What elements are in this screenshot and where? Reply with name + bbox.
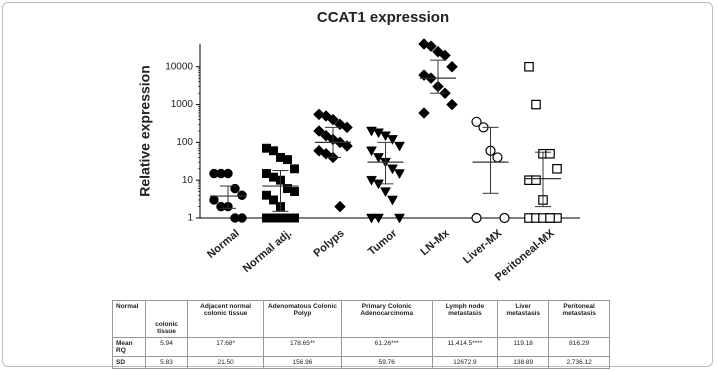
data-point	[471, 116, 482, 127]
data-point	[531, 99, 541, 110]
table-cell: 11,414.5****	[431, 337, 499, 357]
table-cell: SD	[112, 356, 146, 369]
data-point	[380, 187, 391, 198]
data-point	[269, 146, 278, 156]
data-point	[446, 60, 458, 73]
table-row: SD 5.83 21.50 156.96 59.76 12672.9 138.89 2,736…	[112, 356, 610, 369]
data-point	[499, 212, 510, 224]
table-cell: 156.96	[263, 356, 342, 369]
data-point	[387, 195, 398, 206]
stats-table: Normal colonic tissue Adjacent normal colo…	[112, 300, 610, 369]
data-point	[237, 213, 247, 223]
table-cell: Primary Colonic Adenocarcinoma	[340, 300, 433, 338]
data-point	[341, 140, 353, 152]
data-point	[237, 190, 247, 200]
x-tick-label: Liver-MX	[461, 227, 505, 266]
table-cell: Liver metastasis	[497, 300, 550, 338]
table-cell: 178.65**	[263, 337, 342, 357]
data-point	[373, 128, 384, 139]
data-point	[290, 213, 299, 223]
data-point	[425, 40, 437, 53]
data-point	[545, 213, 555, 223]
y-tick-label: 10	[182, 175, 194, 186]
data-point	[492, 152, 503, 163]
data-point	[209, 195, 219, 205]
table-cell: 5.83	[144, 356, 189, 369]
data-point	[394, 141, 405, 152]
chart: CCAT1 expression Relative expression 1 10…	[137, 9, 580, 284]
data-point	[531, 175, 541, 185]
table-row: Normal colonic tissue Adjacent normal colo…	[112, 300, 610, 338]
table-cell: 61.26***	[340, 337, 433, 357]
data-point	[223, 168, 233, 179]
table-cell: 138.89	[497, 356, 550, 369]
table-cell: Mean RQ	[112, 337, 146, 357]
data-point	[230, 183, 240, 194]
x-tick-label: Normal	[205, 227, 242, 261]
data-point	[439, 49, 451, 62]
table-cell: colonic tissue	[144, 300, 189, 338]
x-tick-label: Tumor	[366, 227, 400, 258]
table-cell: 21.50	[187, 356, 265, 369]
table-cell: 5.94	[144, 337, 189, 357]
table-cell: Peritoneal metastasis	[548, 300, 610, 338]
y-tick-label: 10000	[165, 61, 193, 72]
data-point	[276, 213, 285, 223]
table-cell: 17.68*	[187, 337, 265, 357]
x-tick-label: Polyps	[311, 227, 346, 259]
data-point	[446, 98, 458, 111]
data-point	[524, 61, 534, 72]
y-tick-label: 1000	[171, 99, 194, 110]
data-point	[373, 213, 384, 224]
data-point	[341, 121, 353, 134]
table-cell: 2,736.12	[548, 356, 610, 369]
data-point	[366, 213, 377, 224]
table-cell: 119.18	[497, 337, 550, 357]
data-point	[366, 146, 377, 157]
table-cell: Normal	[112, 300, 146, 338]
data-point	[327, 113, 339, 126]
data-point	[313, 125, 325, 137]
data-point	[394, 213, 405, 224]
data-point	[394, 169, 405, 180]
table-cell: 816.29	[548, 337, 610, 357]
table-cell: Adenomatous Colonic Polyp	[263, 300, 342, 338]
y-tick-label: 100	[176, 137, 193, 148]
x-tick-label: Normal adj.	[241, 227, 295, 275]
y-tick-label: 1	[187, 213, 193, 224]
table-row: Mean RQ 5.94 17.68* 178.65** 61.26*** 11,414.…	[112, 337, 610, 357]
data-point	[262, 190, 271, 200]
data-point	[269, 195, 278, 205]
table-cell: 59.76	[340, 356, 433, 369]
data-point	[290, 187, 299, 197]
data-point	[552, 164, 562, 174]
chart-title: CCAT1 expression	[317, 9, 449, 26]
data-point	[334, 200, 346, 213]
data-point	[545, 148, 555, 159]
data-point	[290, 164, 299, 174]
data-point	[418, 107, 430, 119]
data-point	[471, 212, 482, 224]
data-point	[387, 135, 398, 145]
table-cell: Lymph node metastasis	[431, 300, 499, 338]
data-point	[283, 155, 292, 165]
table-cell: 12672.9	[431, 356, 499, 369]
x-tick-label: LN-Mx	[418, 227, 452, 258]
table-cell: Adjacent normal colonic tissue	[187, 300, 265, 338]
y-axis-label: Relative expression	[137, 65, 153, 197]
